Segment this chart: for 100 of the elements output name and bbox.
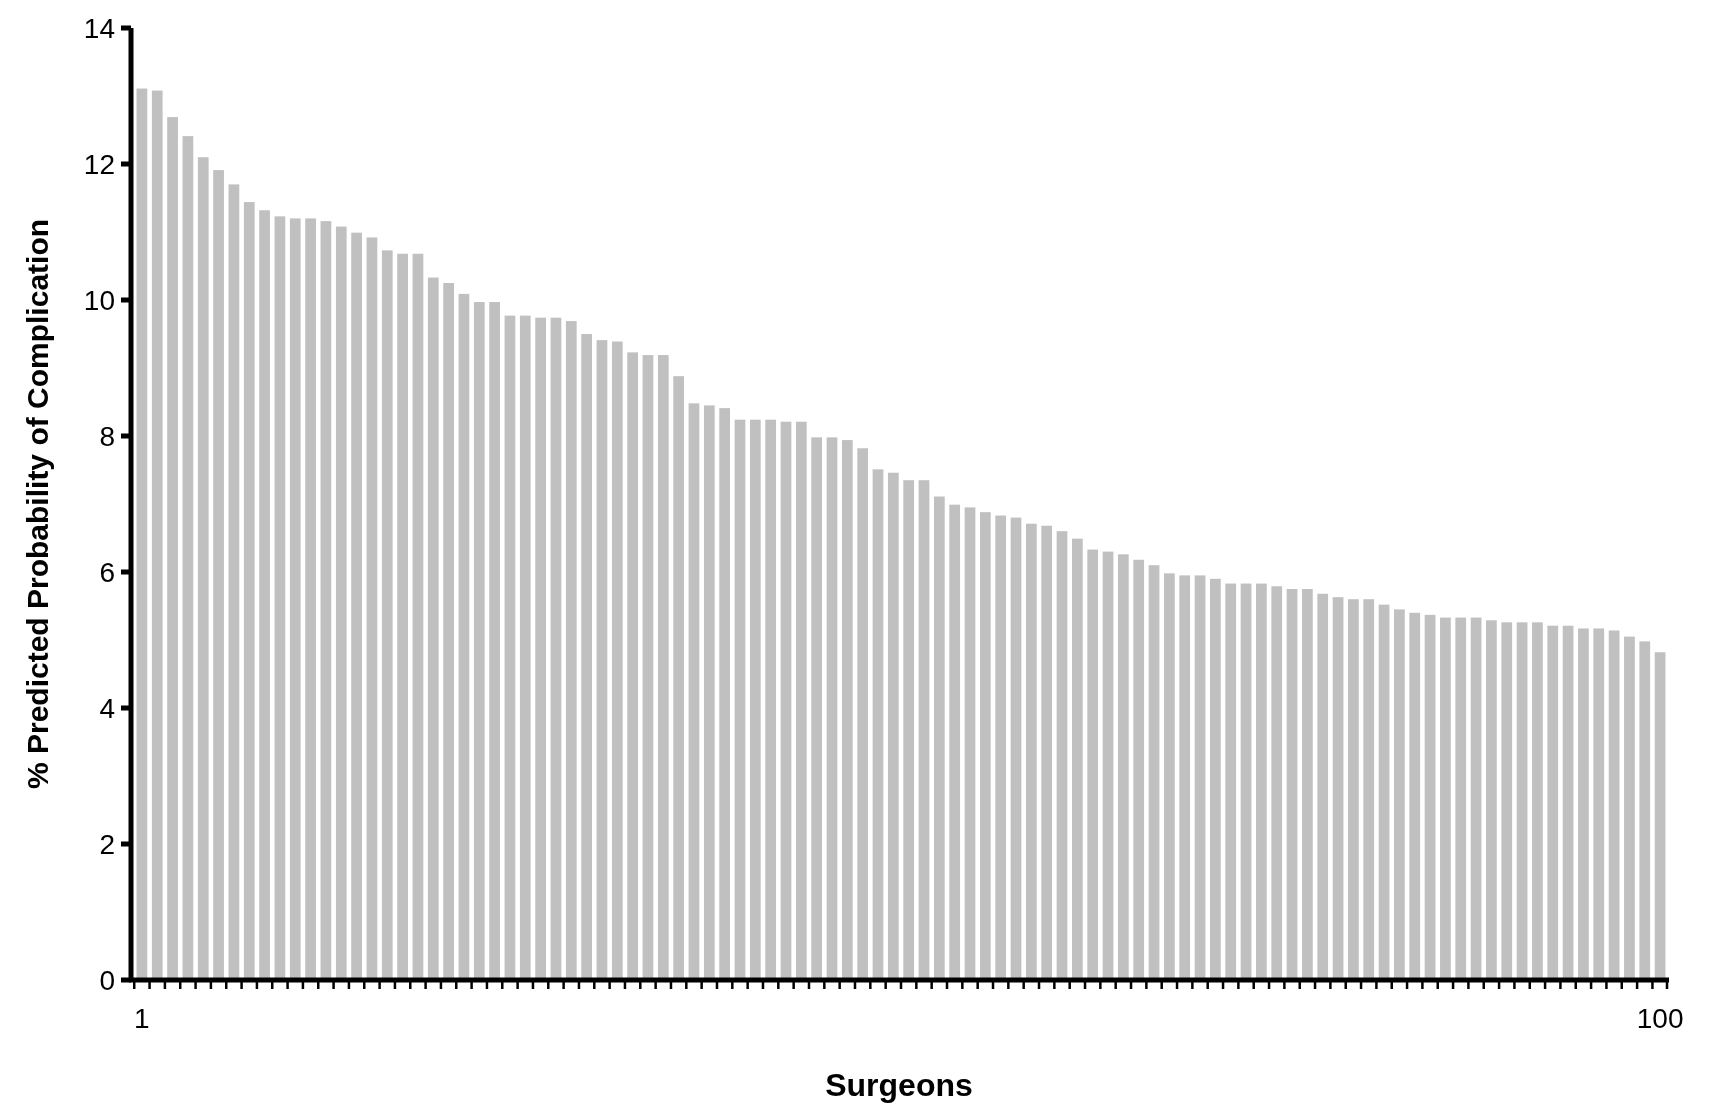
bar bbox=[811, 437, 823, 980]
bar bbox=[550, 317, 562, 980]
x-axis-title: Surgeons bbox=[825, 1067, 973, 1103]
bar bbox=[949, 504, 961, 980]
bar bbox=[627, 352, 638, 980]
bar bbox=[1010, 517, 1022, 980]
x-tick-label: 1 bbox=[134, 1003, 150, 1034]
bar bbox=[213, 170, 224, 980]
bar bbox=[1578, 628, 1589, 980]
bar bbox=[1363, 599, 1375, 980]
bar bbox=[1087, 549, 1099, 980]
bar bbox=[381, 250, 393, 980]
bar bbox=[335, 226, 347, 980]
bar bbox=[673, 376, 684, 980]
bar bbox=[734, 419, 746, 980]
bar bbox=[1593, 628, 1605, 980]
x-tick-label: 100 bbox=[1636, 1003, 1684, 1034]
bar bbox=[903, 480, 915, 980]
bar bbox=[167, 117, 178, 980]
bar bbox=[841, 440, 853, 980]
bar bbox=[412, 253, 424, 980]
bar bbox=[1455, 617, 1467, 980]
bar bbox=[1210, 578, 1221, 980]
bar bbox=[366, 237, 378, 980]
bar bbox=[596, 340, 608, 980]
bar bbox=[182, 136, 194, 980]
bar bbox=[1348, 599, 1359, 980]
bar bbox=[1424, 614, 1436, 980]
bar bbox=[274, 216, 286, 980]
bar bbox=[1056, 531, 1068, 980]
y-tick-label: 8 bbox=[99, 420, 115, 452]
bar bbox=[1639, 641, 1651, 980]
bar bbox=[979, 512, 991, 980]
y-tick-label: 14 bbox=[83, 12, 115, 44]
bar bbox=[1271, 586, 1283, 980]
bar bbox=[611, 341, 623, 980]
bar bbox=[565, 321, 577, 980]
bar bbox=[857, 448, 869, 980]
y-tick-label: 4 bbox=[99, 692, 115, 724]
bar bbox=[765, 419, 777, 980]
bar bbox=[504, 315, 516, 980]
bar bbox=[872, 469, 884, 980]
y-tick-label: 12 bbox=[83, 148, 115, 180]
bar bbox=[1440, 617, 1451, 980]
bar bbox=[458, 293, 470, 980]
bar bbox=[1302, 589, 1313, 980]
bar bbox=[1486, 620, 1497, 980]
bar bbox=[1179, 575, 1191, 980]
bar bbox=[1608, 630, 1620, 980]
bar bbox=[473, 302, 485, 980]
bar bbox=[642, 355, 654, 980]
bar bbox=[749, 419, 761, 980]
bar bbox=[780, 421, 792, 980]
bar bbox=[933, 496, 945, 980]
bar bbox=[351, 232, 362, 980]
bar bbox=[1394, 609, 1405, 980]
bar bbox=[1501, 622, 1513, 980]
y-tick-label: 0 bbox=[99, 964, 115, 996]
bar bbox=[719, 408, 731, 980]
bar bbox=[918, 480, 930, 980]
bar bbox=[427, 277, 439, 980]
bar bbox=[964, 507, 976, 980]
bar bbox=[1562, 625, 1574, 980]
bar bbox=[1256, 583, 1267, 980]
bar bbox=[1041, 525, 1053, 980]
bar bbox=[1317, 593, 1329, 980]
bar bbox=[320, 221, 332, 980]
bar bbox=[1516, 622, 1528, 980]
y-axis-title: % Predicted Probability of Complication bbox=[21, 218, 54, 790]
bar bbox=[688, 403, 700, 980]
y-tick-label: 6 bbox=[99, 556, 115, 588]
bar bbox=[1148, 565, 1160, 980]
bar bbox=[1624, 636, 1635, 980]
bar bbox=[535, 317, 546, 980]
bar bbox=[1117, 554, 1129, 980]
bar bbox=[995, 515, 1007, 980]
bar bbox=[1164, 573, 1175, 980]
bar bbox=[1102, 551, 1114, 980]
bar bbox=[1225, 583, 1237, 980]
bar bbox=[1547, 625, 1559, 980]
bar bbox=[243, 202, 255, 980]
bar bbox=[1378, 604, 1390, 980]
bar bbox=[1286, 589, 1298, 980]
bar bbox=[397, 253, 408, 980]
bar bbox=[1332, 597, 1344, 980]
y-tick-label: 10 bbox=[83, 284, 115, 316]
bar bbox=[887, 472, 899, 980]
bar bbox=[1409, 612, 1421, 980]
bar bbox=[489, 302, 500, 980]
bar bbox=[1194, 575, 1206, 980]
bar bbox=[1025, 523, 1037, 980]
bar bbox=[1071, 538, 1083, 980]
bar bbox=[657, 355, 669, 980]
bar bbox=[581, 334, 592, 980]
bar bbox=[795, 421, 807, 980]
bar bbox=[443, 283, 454, 980]
bar bbox=[228, 184, 240, 980]
bar bbox=[1240, 583, 1252, 980]
bar bbox=[826, 437, 838, 980]
bar bbox=[259, 210, 270, 980]
